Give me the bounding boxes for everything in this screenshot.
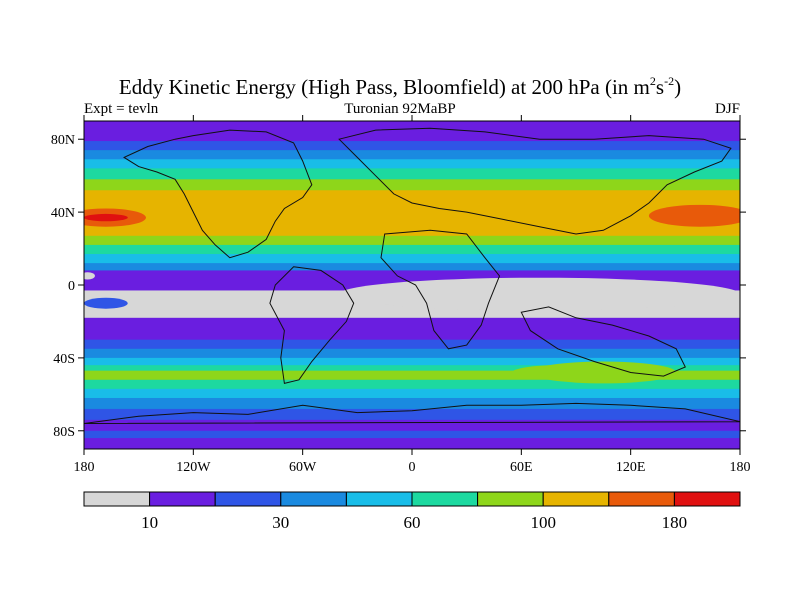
axis-layer: 180 120W 60W 0 60E 120E 180 80N 40N 0 40S 80S [51, 115, 751, 475]
x-tick-label: 180 [730, 460, 751, 475]
coastline-india-australia [520, 306, 686, 377]
eke-band [84, 159, 740, 169]
eke-band [84, 348, 740, 359]
colorbar-label: 30 [272, 513, 289, 532]
coastline-south-america [269, 266, 355, 385]
chart-title: Eddy Kinetic Energy (High Pass, Bloomfie… [0, 74, 800, 100]
eke-band [84, 150, 740, 160]
eke-band [84, 408, 740, 421]
colorbar-swatch [345, 491, 413, 507]
colorbar-label: 180 [662, 513, 688, 532]
eke-band [84, 254, 740, 264]
colorbar-swatch [608, 491, 675, 507]
colorbar-label: 60 [404, 513, 421, 532]
colorbar-swatch [477, 491, 544, 507]
eke-feature [648, 204, 740, 227]
x-tick-label: 60E [510, 460, 533, 475]
colorbar: 10 30 60 100 180 [83, 491, 741, 532]
subtitle-left: Expt = tevln [84, 101, 159, 117]
coastline-antarctica [84, 402, 740, 424]
eke-band [84, 357, 740, 366]
subtitle-center: Turonian 92MaBP [344, 101, 456, 117]
y-tick-label: 0 [68, 279, 75, 294]
eke-band [84, 244, 740, 255]
eke-band [84, 317, 740, 330]
eke-band [84, 168, 740, 180]
eke-band [84, 235, 740, 246]
y-tick-label: 40N [51, 206, 75, 221]
eke-band [84, 203, 740, 213]
y-tick-label: 80S [53, 425, 75, 440]
eke-band [84, 190, 740, 204]
colorbar-swatch [542, 491, 610, 507]
coastline-layer [84, 127, 740, 424]
coastline-africa [380, 229, 501, 350]
x-tick-label: 120W [176, 460, 211, 475]
x-tick-label: 0 [409, 460, 416, 475]
eke-band [84, 430, 740, 439]
colorbar-swatch [83, 491, 151, 507]
eke-band [84, 121, 740, 133]
eke-band [84, 365, 740, 372]
colorbar-swatch [673, 491, 741, 507]
eke-feature [339, 277, 740, 311]
x-tick-label: 120E [616, 460, 646, 475]
eke-band [84, 212, 740, 226]
eke-feature [84, 213, 128, 222]
chart-title-sup2: -2 [664, 74, 675, 88]
colorbar-swatch [214, 491, 282, 507]
subtitle-right: DJF [714, 101, 740, 117]
colorbar-swatch [411, 491, 479, 507]
x-tick-label: 60W [289, 460, 317, 475]
eke-band [84, 438, 740, 449]
eke-band [84, 388, 740, 399]
eke-band [84, 131, 740, 142]
colorbar-label: 100 [530, 513, 556, 532]
x-tick-label: 180 [74, 460, 95, 475]
colorbar-label: 10 [141, 513, 158, 532]
chart-title-suffix: ) [674, 75, 682, 99]
chart-title-sup1: 2 [649, 74, 656, 88]
coastline-north-america [123, 129, 313, 259]
eke-band [84, 328, 740, 341]
eke-band [84, 379, 740, 390]
eke-band [84, 141, 740, 151]
eke-band [84, 397, 740, 410]
eke-band [84, 339, 740, 350]
chart-title-prefix: Eddy Kinetic Energy (High Pass, Bloomfie… [118, 75, 650, 99]
eke-band [84, 370, 740, 381]
eke-band [84, 224, 740, 237]
chart-title-mid: s [655, 75, 665, 99]
y-tick-label: 40S [53, 352, 75, 367]
coastline-greenland-asia [338, 127, 732, 235]
eke-feature [84, 272, 95, 280]
colorbar-swatch [280, 491, 347, 507]
eke-band [84, 419, 740, 432]
eke-band [84, 179, 740, 191]
eke-band [84, 270, 740, 281]
eke-feature [512, 365, 604, 380]
eke-feature [84, 297, 128, 309]
eke-band [84, 263, 740, 271]
colorbar-swatch [149, 491, 216, 507]
y-tick-label: 80N [51, 133, 75, 148]
field-layer [84, 121, 740, 449]
